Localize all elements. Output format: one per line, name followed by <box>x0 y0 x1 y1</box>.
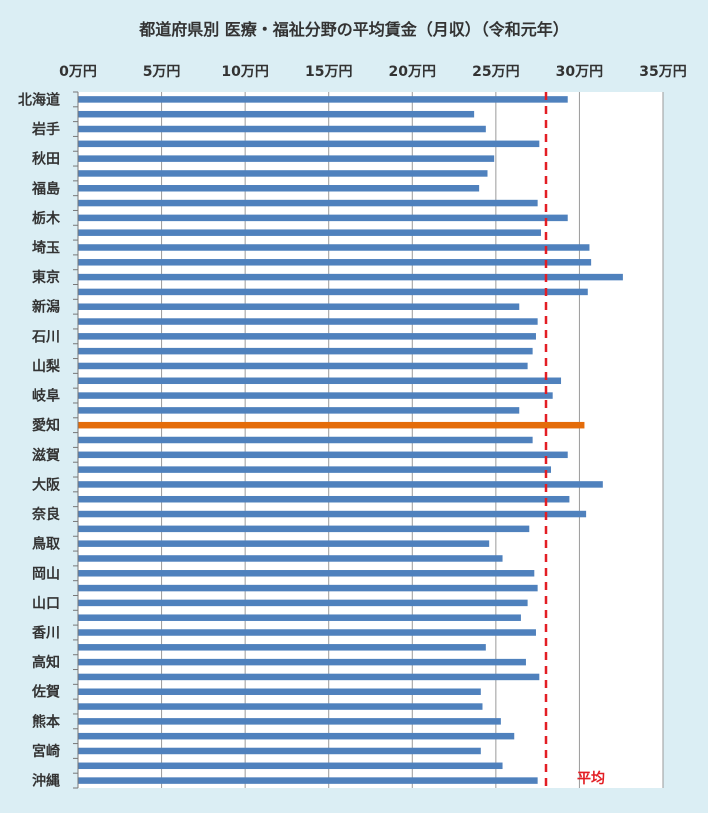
bar-鹿児島 <box>78 762 503 770</box>
y-tick-label: 石川 <box>31 329 60 345</box>
x-tick-label: 5万円 <box>143 64 181 80</box>
chart-title: 都道府県別 医療・福祉分野の平均賃金（月収）（令和元年） <box>138 20 569 39</box>
y-tick-label: 大阪 <box>32 476 61 493</box>
y-tick-label: 新潟 <box>32 299 60 316</box>
y-tick-label: 山口 <box>32 596 60 612</box>
y-tick-label: 愛知 <box>32 417 60 434</box>
bar-熊本 <box>78 718 501 725</box>
bar-茨城 <box>78 199 538 207</box>
bar-秋田 <box>78 155 495 162</box>
y-tick-label: 北海道 <box>18 91 60 108</box>
bar-山梨 <box>78 362 528 370</box>
bar-山口 <box>78 599 528 607</box>
bar-岐阜 <box>78 392 553 399</box>
bar-石川 <box>78 333 536 340</box>
bar-北海道 <box>78 96 568 103</box>
bar-福井 <box>78 347 533 355</box>
y-tick-label: 福島 <box>31 180 60 197</box>
bar-岩手 <box>78 125 486 133</box>
bar-大阪 <box>78 481 603 488</box>
y-tick-label: 山梨 <box>32 358 61 375</box>
y-tick-label: 熊本 <box>32 713 61 730</box>
bar-愛媛 <box>78 644 486 651</box>
bar-徳島 <box>78 614 521 621</box>
y-tick-label: 埼玉 <box>32 239 60 256</box>
y-tick-label: 香川 <box>31 625 60 642</box>
y-tick-label: 鳥取 <box>32 536 61 553</box>
average-label: 平均 <box>577 770 605 787</box>
x-tick-label: 25万円 <box>472 64 519 80</box>
bar-広島 <box>78 584 538 592</box>
bar-宮崎 <box>78 747 481 755</box>
bar-富山 <box>78 318 538 325</box>
bar-島根 <box>78 555 503 562</box>
y-tick-label: 東京 <box>32 269 60 286</box>
bar-鳥取 <box>78 540 490 547</box>
x-tick-label: 15万円 <box>305 64 352 80</box>
bar-三重 <box>78 436 533 444</box>
y-tick-label: 栃木 <box>32 210 61 227</box>
y-tick-label: 岡山 <box>32 566 60 582</box>
bar-福島 <box>78 185 480 192</box>
bar-東京 <box>78 273 623 281</box>
bar-神奈川 <box>78 288 588 296</box>
bar-愛知 <box>78 421 585 429</box>
y-tick-label: 高知 <box>32 654 60 671</box>
bar-沖縄 <box>78 777 538 784</box>
bar-栃木 <box>78 214 568 222</box>
bar-滋賀 <box>78 451 568 459</box>
y-tick-label: 岐阜 <box>32 388 60 405</box>
bar-宮城 <box>78 140 540 148</box>
bar-高知 <box>78 658 526 666</box>
x-tick-label: 0万円 <box>59 64 97 80</box>
bar-静岡 <box>78 407 520 414</box>
bar-香川 <box>78 629 536 636</box>
bar-佐賀 <box>78 688 481 695</box>
bar-岡山 <box>78 570 535 577</box>
bar-大分 <box>78 732 515 740</box>
bar-千葉 <box>78 259 592 266</box>
plot-area: 0万円 5万円 10万円 15万円 20万円 25万円 30万円 35万円北海道岩手秋田福島栃… <box>18 64 687 790</box>
y-tick-label: 沖縄 <box>32 773 60 790</box>
bar-青森 <box>78 110 475 118</box>
bar-長野 <box>78 377 562 385</box>
bar-山形 <box>78 170 488 177</box>
bar-和歌山 <box>78 525 530 533</box>
bar-長崎 <box>78 703 483 710</box>
y-tick-label: 秋田 <box>32 151 60 168</box>
y-tick-label: 佐賀 <box>31 684 60 701</box>
bar-兵庫 <box>78 495 570 503</box>
bar-京都 <box>78 466 552 473</box>
bar-奈良 <box>78 510 587 518</box>
x-tick-label: 10万円 <box>221 64 268 80</box>
y-tick-label: 宮崎 <box>32 743 60 760</box>
bar-埼玉 <box>78 244 590 251</box>
y-tick-label: 岩手 <box>31 121 60 138</box>
y-tick-label: 奈良 <box>31 506 60 523</box>
bar-新潟 <box>78 303 520 310</box>
bar-群馬 <box>78 229 541 236</box>
x-tick-label: 30万円 <box>556 64 603 80</box>
x-tick-label: 20万円 <box>389 64 436 80</box>
x-tick-label: 35万円 <box>639 64 686 80</box>
y-tick-label: 滋賀 <box>32 447 60 464</box>
bar-福岡 <box>78 673 540 681</box>
